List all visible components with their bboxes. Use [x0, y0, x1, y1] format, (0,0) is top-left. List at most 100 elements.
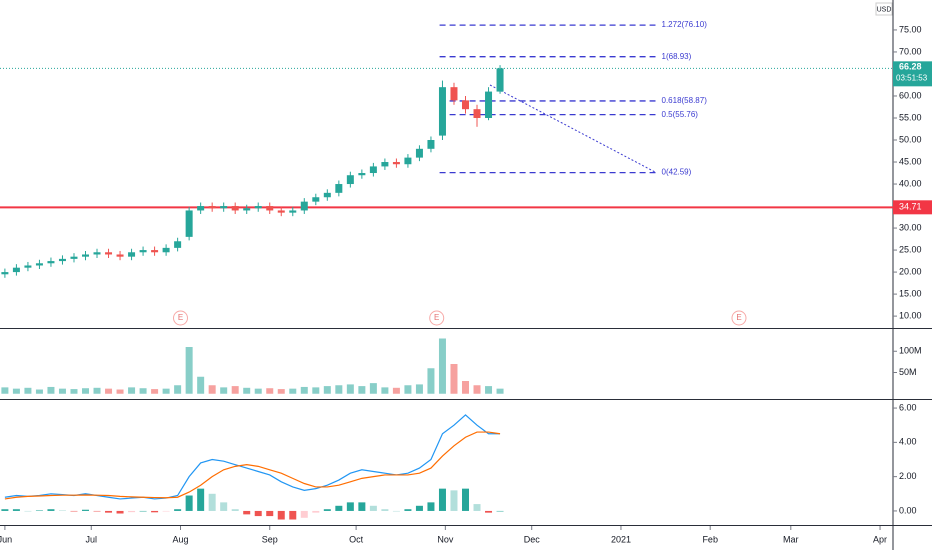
histogram-bar [392, 510, 400, 512]
volume-bar [12, 388, 20, 394]
fib-label: 1.272(76.10) [662, 20, 708, 29]
histogram-bar [462, 488, 469, 511]
candle-body [358, 173, 366, 176]
volume-bar [185, 347, 193, 394]
volume-bar [1, 387, 9, 394]
countdown-label: 03:51:53 [896, 73, 928, 82]
candle-body [289, 210, 297, 213]
x-tick-label: Feb [702, 534, 718, 544]
candle-body [450, 87, 458, 101]
x-tick-label: Jul [85, 534, 97, 544]
volume-bar [496, 388, 504, 394]
x-tick-label: Aug [172, 534, 188, 544]
candle-body [1, 272, 9, 275]
histogram-bar [266, 510, 274, 517]
histogram-bar [427, 502, 435, 511]
candle-body [70, 256, 78, 259]
candle-body [496, 68, 504, 92]
event-marker [429, 310, 445, 326]
y-tick-label: 30.00 [899, 222, 922, 232]
volume-bar [58, 388, 66, 394]
volume-bar [462, 381, 469, 394]
histogram-bar [220, 502, 228, 511]
candle-body [208, 206, 216, 209]
volume-bar [312, 387, 320, 394]
histogram-bar [312, 510, 320, 513]
histogram-bar [473, 504, 481, 511]
histogram-bar [197, 488, 205, 511]
histogram-bar [415, 505, 423, 511]
candle-body [312, 197, 320, 202]
volume-bar [174, 385, 182, 394]
candle-body [369, 166, 377, 174]
last-price-tag [893, 61, 932, 87]
x-tick-label: Apr [873, 534, 887, 544]
y-tick-label: 0.00 [899, 505, 917, 515]
histogram-bar [289, 510, 297, 520]
candle-body [58, 258, 66, 262]
candle-body [162, 247, 170, 253]
candle-body [151, 250, 159, 253]
volume-bar [243, 387, 251, 394]
candle-body [35, 263, 43, 266]
y-tick-label: 55.00 [899, 112, 922, 122]
volume-bar [128, 387, 136, 394]
candle-body [254, 206, 262, 209]
y-tick-label: 60.00 [899, 90, 922, 100]
y-tick-label: 15.00 [899, 288, 922, 298]
candle-body [197, 206, 205, 211]
level-tag-label: 34.71 [899, 202, 922, 212]
volume-bar [208, 385, 216, 394]
y-tick-label: 40.00 [899, 178, 922, 188]
candle-body [473, 109, 481, 118]
volume-bar [70, 389, 78, 394]
fib-label: 0.5(55.76) [662, 110, 699, 119]
trend-line [489, 84, 656, 173]
histogram-bar [438, 488, 446, 511]
volume-bar [438, 338, 446, 394]
volume-bar [392, 387, 400, 394]
volume-bar [220, 387, 228, 394]
histogram-bar [185, 495, 193, 511]
volume-bar [47, 386, 55, 394]
candle-body [174, 241, 182, 248]
y-tick-label: 20.00 [899, 266, 922, 276]
candle-body [105, 252, 113, 255]
volume-bar [381, 387, 389, 394]
volume-bar [35, 389, 43, 394]
histogram-bar [300, 510, 308, 518]
volume-bar [254, 388, 262, 394]
histogram-bar [404, 509, 412, 511]
candle-body [462, 100, 469, 110]
volume-bar [485, 386, 493, 394]
volume-bar [358, 386, 366, 394]
volume-bar [473, 385, 481, 394]
histogram-bar [174, 509, 182, 511]
candle-body [47, 261, 55, 264]
histogram-bar [231, 509, 239, 511]
y-tick-label: 50M [899, 367, 917, 377]
candle-body [116, 254, 124, 257]
candle-body [24, 265, 32, 268]
y-tick-label: 4.00 [899, 437, 917, 447]
y-tick-label: 100M [899, 346, 922, 356]
candle-body [12, 267, 20, 273]
fib-label: 0(42.59) [662, 168, 692, 177]
volume-bar [346, 384, 354, 394]
volume-bar [404, 385, 412, 394]
level-tag [893, 200, 932, 215]
histogram-bar [323, 509, 331, 511]
histogram-bar [139, 510, 147, 512]
histogram-bar [82, 509, 89, 511]
x-tick-label: 2021 [611, 534, 631, 544]
x-tick-label: Dec [524, 534, 541, 544]
candle-body [93, 252, 101, 255]
last-price-label: 66.28 [899, 62, 922, 72]
histogram-bar [346, 502, 354, 511]
x-tick-label: Mar [783, 534, 799, 544]
histogram-bar [35, 510, 43, 511]
candle-body [346, 175, 354, 185]
volume-bar [105, 388, 113, 394]
candle-body [139, 250, 147, 253]
